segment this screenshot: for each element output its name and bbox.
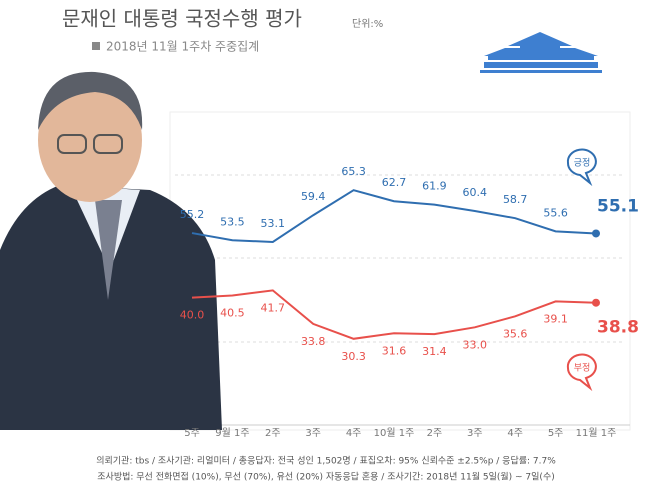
value-label: 38.8 bbox=[597, 318, 639, 338]
value-label: 53.1 bbox=[261, 217, 286, 230]
plot-area bbox=[169, 111, 631, 431]
series-line bbox=[191, 289, 597, 340]
x-tick-label: 3주 bbox=[305, 428, 321, 439]
value-label: 33.0 bbox=[463, 338, 488, 351]
footnote: 의뢰기관: tbs / 조사기관: 리얼미터 / 총응답자: 전국 성인 1,5… bbox=[96, 455, 556, 467]
bullet bbox=[92, 42, 100, 50]
value-label: 41.7 bbox=[261, 301, 286, 314]
legend-bubble bbox=[566, 148, 597, 187]
portrait bbox=[0, 71, 222, 430]
value-label: 55.2 bbox=[180, 208, 205, 221]
value-label: 30.3 bbox=[341, 350, 366, 363]
value-label: 59.4 bbox=[301, 190, 326, 203]
x-tick-label: 10월 1주 bbox=[374, 427, 415, 439]
x-tick-label: 5주 bbox=[548, 428, 564, 439]
legend-label: 긍정 bbox=[574, 158, 591, 169]
value-label: 60.4 bbox=[463, 186, 488, 199]
x-tick-label: 5주 bbox=[184, 428, 200, 439]
x-tick-label: 4주 bbox=[507, 428, 523, 439]
chart-title: 문재인 대통령 국정수행 평가 bbox=[62, 7, 302, 31]
x-tick-label: 3주 bbox=[467, 428, 483, 439]
x-tick-label: 2주 bbox=[265, 428, 281, 439]
value-label: 35.6 bbox=[503, 327, 528, 340]
series-line bbox=[191, 189, 597, 243]
point bbox=[592, 298, 600, 307]
value-label: 39.1 bbox=[543, 312, 568, 325]
value-label: 58.7 bbox=[503, 193, 528, 206]
x-tick-label: 4주 bbox=[346, 428, 362, 439]
value-label: 65.3 bbox=[341, 165, 366, 178]
footnote: 조사방법: 무선 전화면접 (10%), 무선 (70%), 유선 (20%) … bbox=[97, 471, 554, 483]
value-label: 40.5 bbox=[220, 306, 245, 319]
unit-label: 단위:% bbox=[352, 17, 383, 30]
x-tick-label: 9월 1주 bbox=[215, 427, 249, 439]
value-label: 62.7 bbox=[382, 176, 407, 189]
x-tick-label: 2주 bbox=[427, 428, 443, 439]
x-tick-label: 11월 1주 bbox=[576, 427, 617, 439]
value-label: 31.6 bbox=[382, 344, 407, 357]
value-label: 40.0 bbox=[180, 309, 205, 322]
value-label: 53.5 bbox=[220, 215, 245, 228]
value-label: 61.9 bbox=[422, 180, 447, 193]
subtitle: 2018년 11월 1주차 주중집계 bbox=[106, 40, 259, 54]
value-label: 31.4 bbox=[422, 345, 447, 358]
point bbox=[592, 229, 600, 238]
value-label: 55.1 bbox=[597, 196, 639, 216]
blue-house-icon bbox=[480, 32, 602, 73]
value-label: 33.8 bbox=[301, 335, 326, 348]
legend-label: 부정 bbox=[574, 363, 591, 374]
value-label: 55.6 bbox=[543, 206, 568, 219]
legend-bubble bbox=[566, 353, 597, 392]
